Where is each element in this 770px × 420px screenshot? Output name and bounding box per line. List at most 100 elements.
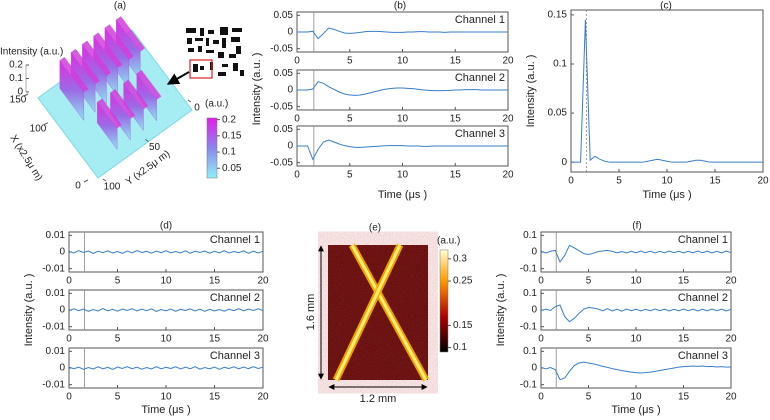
colorbar-tick-label: 0.15 xyxy=(222,130,242,141)
x-tick-label: 15 xyxy=(709,176,721,187)
y-tick-label: -0.05 xyxy=(270,101,293,112)
colorbar xyxy=(439,249,449,353)
y-tick-label: 0 xyxy=(287,141,293,152)
x-tick xyxy=(43,122,49,126)
x-tick-label: 150 xyxy=(10,95,27,106)
x-tick-label: 0 xyxy=(66,334,72,345)
x-tick-label: 5 xyxy=(616,176,622,187)
colorbar-tick-label: 0.05 xyxy=(222,163,242,174)
y-axis-label: Intensity (a.u. ) xyxy=(251,53,263,126)
y-tick-label: -0.01 xyxy=(42,263,65,274)
x-tick-label: 0 xyxy=(66,276,72,287)
x-axis-label: X (x2.5μ m) xyxy=(7,133,44,183)
signal-line xyxy=(297,27,508,40)
x-tick-label: 5 xyxy=(347,114,353,125)
x-tick-label: 15 xyxy=(678,392,690,403)
colorbar-tick-label: 0.1 xyxy=(453,342,467,353)
y-tick-label: 0 xyxy=(287,85,293,96)
x-tick-label: 20 xyxy=(725,276,737,287)
x-tick-label: 20 xyxy=(725,392,737,403)
signal-line xyxy=(540,361,732,381)
colorbar-tick-label: 0.3 xyxy=(453,254,467,265)
surface-ridge-top xyxy=(71,48,100,85)
x-tick-label: 0 xyxy=(75,181,81,192)
x-tick-label: 5 xyxy=(586,392,592,403)
channel-label: Channel 1 xyxy=(678,234,728,246)
x-tick-label: 20 xyxy=(257,276,269,287)
x-axis-label: Time (μs ) xyxy=(642,189,691,201)
channel-label: Channel 1 xyxy=(455,14,505,26)
channel-label: Channel 2 xyxy=(455,72,505,84)
inset-feature xyxy=(232,28,242,32)
x-tick-label: 0 xyxy=(538,334,544,345)
width-label: 1.2 mm xyxy=(360,393,397,405)
y-tick-label: -0.1 xyxy=(520,379,538,390)
inset-feature xyxy=(229,54,236,58)
x-tick-label: 20 xyxy=(725,334,737,345)
inset-feature xyxy=(195,38,203,41)
channel-label: Channel 3 xyxy=(210,350,260,362)
x-tick-label: 10 xyxy=(661,176,673,187)
surface-ridge-top xyxy=(97,98,122,129)
x-tick-label: 5 xyxy=(115,334,121,345)
x-tick-label: 10 xyxy=(397,114,409,125)
x-tick xyxy=(23,93,29,97)
panel-title: (a) xyxy=(114,1,126,12)
y-tick-label: 0.1 xyxy=(523,230,537,241)
x-tick-label: 15 xyxy=(209,276,221,287)
inset-feature xyxy=(218,72,226,76)
z-axis-label: Intensity (a.u.) xyxy=(0,47,63,58)
z-tick-label: 0 xyxy=(17,87,23,98)
y-tick-label: 0 xyxy=(531,247,537,258)
signal-line xyxy=(68,366,264,371)
inset-feature xyxy=(186,28,196,33)
colorbar-label: (a.u.) xyxy=(205,99,228,110)
y-tick-label: 0 xyxy=(531,305,537,316)
x-tick-label: 5 xyxy=(586,276,592,287)
x-tick-label: 5 xyxy=(115,392,121,403)
inset-feature xyxy=(193,64,198,72)
signal-line xyxy=(540,304,732,323)
signal-line xyxy=(297,81,508,96)
inset-feature xyxy=(220,27,228,35)
y-tick-label: -0.1 xyxy=(520,263,538,274)
colorbar-tick-label: 0.2 xyxy=(222,114,236,125)
y-tick-label: -0.01 xyxy=(42,379,65,390)
y-tick-label: 0 xyxy=(59,363,65,374)
y-tick-label: 0.01 xyxy=(46,288,66,299)
inset-feature xyxy=(187,38,192,44)
y-tick-label: -0.1 xyxy=(520,321,538,332)
x-tick-label: 10 xyxy=(630,392,642,403)
y-tick-label: 0.05 xyxy=(274,68,294,79)
inset-feature xyxy=(200,66,204,70)
x-tick-label: 20 xyxy=(757,176,769,187)
surface-ridge-top xyxy=(82,40,112,77)
y-tick-label: -0.05 xyxy=(270,157,293,168)
y-tick-label: 0.05 xyxy=(274,124,294,135)
surface-ridge-top xyxy=(116,16,145,52)
x-tick-label: 5 xyxy=(347,170,353,181)
inset-feature xyxy=(218,52,224,58)
axes-frame xyxy=(570,9,764,173)
x-tick-label: 5 xyxy=(347,56,353,67)
signal-line xyxy=(68,249,264,255)
channel-label: Channel 3 xyxy=(455,128,505,140)
x-tick-label: 15 xyxy=(450,56,462,67)
x-tick xyxy=(83,179,89,183)
surface-ridge-top xyxy=(104,24,134,60)
y-tick xyxy=(102,178,107,182)
x-tick-label: 0 xyxy=(294,56,300,67)
x-tick-label: 10 xyxy=(160,276,172,287)
inset-feature xyxy=(200,28,204,36)
y-tick-label: 100 xyxy=(104,182,121,193)
surface-ridge-top xyxy=(136,70,162,100)
x-axis-label: Time (μs ) xyxy=(141,404,190,416)
y-tick-label: 0 xyxy=(561,157,567,168)
colorbar-tick-label: 0.25 xyxy=(453,276,473,287)
channel-label: Channel 2 xyxy=(210,292,260,304)
inset-highlight xyxy=(189,59,213,79)
surface-ridge-top xyxy=(59,57,89,93)
height-label: 1.6 mm xyxy=(305,294,317,331)
signal-line xyxy=(297,139,508,161)
signal-line xyxy=(571,19,763,163)
